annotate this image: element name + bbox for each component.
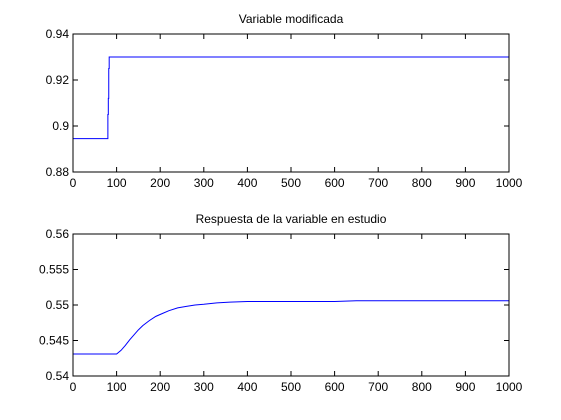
bottom-plot-x-tick-label: 500: [281, 380, 301, 394]
top-plot-x-tick-label: 900: [455, 176, 475, 190]
top-plot-x-ticks: 0 100 200 300 400 500 600 700 800 900 1000: [70, 34, 523, 190]
top-plot-frame: [72, 33, 510, 173]
top-plot-y-ticks: 0.88 0.9 0.92 0.94: [46, 27, 509, 179]
top-plot-x-tick-label: 400: [237, 176, 257, 190]
bottom-plot-x-tick-label: 300: [194, 380, 214, 394]
bottom-plot-y-tick-label: 0.545: [39, 334, 69, 348]
bottom-plot-y-tick-label: 0.555: [39, 263, 69, 277]
top-plot-background: [73, 34, 509, 172]
bottom-plot-y-ticks: 0.54 0.545 0.55 0.555 0.56: [39, 227, 509, 383]
top-plot-y-tick-label: 0.9: [52, 119, 69, 133]
top-plot-series-line: [73, 56, 509, 140]
bottom-plot-x-tick-label: 600: [325, 380, 345, 394]
top-plot-x-tick-label: 800: [412, 176, 432, 190]
top-plot-x-tick-label: 300: [194, 176, 214, 190]
top-plot-x-tick-label: 700: [368, 176, 388, 190]
top-plot-title: Variable modificada: [239, 12, 344, 26]
bottom-plot-y-tick-label: 0.55: [46, 298, 70, 312]
bottom-plot-x-tick-label: 900: [455, 380, 475, 394]
bottom-plot-frame: [72, 233, 510, 377]
bottom-plot: Respuesta de la variable en estudio 0 100…: [39, 212, 523, 394]
top-plot-x-tick-label: 500: [281, 176, 301, 190]
top-plot: Variable modificada 0 100 200 300 400 500 600 7…: [46, 12, 523, 190]
bottom-plot-series-line: [73, 300, 509, 355]
bottom-plot-x-tick-label: 0: [70, 380, 77, 394]
bottom-plot-series: [73, 300, 509, 355]
bottom-plot-x-tick-label: 400: [237, 380, 257, 394]
bottom-plot-x-ticks: 0 100 200 300 400 500 600 700 800 900 1000: [70, 234, 523, 394]
bottom-plot-y-tick-label: 0.56: [46, 227, 70, 241]
bottom-plot-background: [73, 234, 509, 376]
bottom-plot-x-tick-label: 1000: [496, 380, 523, 394]
bottom-plot-x-tick-label: 100: [107, 380, 127, 394]
top-plot-x-tick-label: 200: [150, 176, 170, 190]
bottom-plot-title: Respuesta de la variable en estudio: [196, 212, 387, 226]
top-plot-y-tick-label: 0.92: [46, 73, 70, 87]
bottom-plot-x-tick-label: 200: [150, 380, 170, 394]
top-plot-series: [73, 56, 509, 140]
bottom-plot-x-tick-label: 800: [412, 380, 432, 394]
top-plot-x-tick-label: 0: [70, 176, 77, 190]
bottom-plot-x-tick-label: 700: [368, 380, 388, 394]
bottom-plot-y-tick-label: 0.54: [46, 369, 70, 383]
top-plot-y-tick-label: 0.88: [46, 165, 70, 179]
top-plot-y-tick-label: 0.94: [46, 27, 70, 41]
top-plot-x-tick-label: 600: [325, 176, 345, 190]
top-plot-x-tick-label: 100: [107, 176, 127, 190]
top-plot-x-tick-label: 1000: [496, 176, 523, 190]
